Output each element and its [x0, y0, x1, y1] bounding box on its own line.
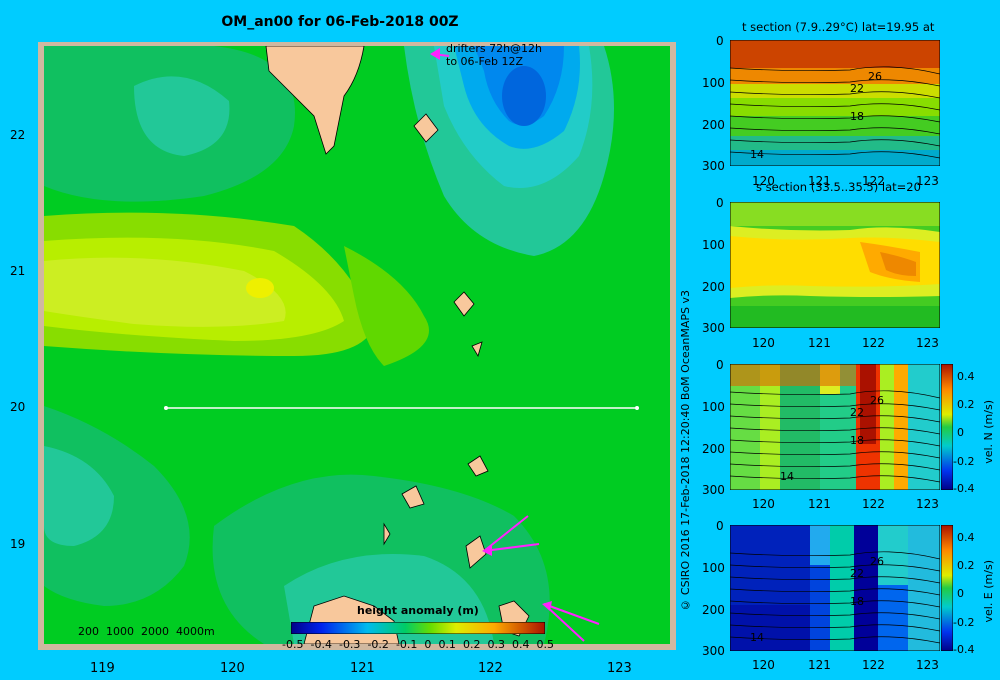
t-ytick: 0 — [716, 34, 724, 48]
ve-cb-tick: 0.2 — [957, 559, 975, 572]
height-tick: 0 — [424, 638, 432, 651]
drifter-note-line2: to 06-Feb 12Z — [446, 55, 524, 68]
ve-xtick: 122 — [862, 658, 885, 672]
vel-e-section-plot: 26 22 18 14 — [730, 525, 940, 651]
height-tick: -0.4 — [310, 638, 332, 651]
t-ytick: 300 — [702, 159, 725, 173]
t-xtick: 123 — [916, 174, 939, 188]
ve-ytick: 0 — [716, 519, 724, 533]
ve-cb-label: vel. E (m/s) — [982, 560, 995, 623]
s-xtick: 121 — [808, 336, 831, 350]
depth-scale-bar: 200 1000 2000 4000m — [78, 625, 215, 638]
height-tick: 0.5 — [536, 638, 555, 651]
ve-xtick: 121 — [808, 658, 831, 672]
vn-ytick: 100 — [702, 400, 725, 414]
lon-label-120: 120 — [220, 661, 245, 676]
t-contour-label: 22 — [850, 82, 864, 95]
height-tick: 0.1 — [438, 638, 456, 651]
ve-cb-tick: 0.4 — [957, 531, 975, 544]
t-contour-label: 14 — [750, 148, 764, 161]
map-title: OM_an00 for 06-Feb-2018 00Z — [221, 14, 459, 30]
s-ytick: 100 — [702, 238, 725, 252]
height-anomaly-map — [44, 46, 670, 644]
s-ytick: 0 — [716, 196, 724, 210]
s-xtick: 120 — [752, 336, 775, 350]
credit-text: © CSIRO 2016 17-Feb-2018 12:20:40 BoM Oc… — [679, 290, 692, 612]
height-legend-title: height anomaly (m) — [357, 604, 479, 617]
height-tick: -0.2 — [367, 638, 389, 651]
vn-xtick: 120 — [752, 497, 775, 511]
lat-label-21: 21 — [10, 264, 26, 278]
drifter-note-line1: drifters 72h@12h — [446, 42, 543, 55]
ve-contour-label: 14 — [750, 631, 764, 644]
height-tick: -0.1 — [395, 638, 418, 651]
vn-contour-label: 14 — [780, 470, 794, 483]
vn-xtick: 121 — [808, 497, 831, 511]
lat-label-20: 20 — [10, 400, 26, 414]
lon-label-119: 119 — [90, 661, 115, 676]
vel-n-colorbar — [941, 364, 953, 490]
ve-contour-label: 22 — [850, 567, 864, 580]
s-ytick: 200 — [702, 280, 725, 294]
ve-cb-tick: 0 — [957, 587, 964, 600]
vel-n-section-plot: 26 22 18 14 — [730, 364, 940, 490]
t-contour-label: 26 — [868, 70, 882, 83]
ve-ytick: 100 — [702, 561, 725, 575]
ve-ytick: 200 — [702, 603, 725, 617]
vn-cb-tick: 0.4 — [957, 370, 975, 383]
height-tick: 0.3 — [487, 638, 505, 651]
vn-cb-tick: -0.2 — [953, 455, 975, 468]
vel-e-colorbar — [941, 525, 953, 651]
vn-cb-label: vel. N (m/s) — [982, 400, 995, 464]
t-xtick: 120 — [752, 174, 775, 188]
t-section-plot: 26 22 18 14 — [730, 40, 940, 166]
t-ytick: 100 — [702, 76, 725, 90]
t-xtick: 122 — [862, 174, 885, 188]
ve-contour-label: 26 — [870, 555, 884, 568]
ve-xtick: 120 — [752, 658, 775, 672]
lon-label-123: 123 — [607, 661, 632, 676]
t-section-title: t section (7.9..29°C) lat=19.95 at — [742, 20, 935, 34]
height-tick: -0.5 — [282, 638, 304, 651]
height-colorbar — [291, 622, 545, 634]
ve-cb-tick: -0.2 — [953, 616, 975, 629]
ve-contour-label: 18 — [850, 595, 864, 608]
vn-ytick: 200 — [702, 442, 725, 456]
t-contour-label: 18 — [850, 110, 864, 123]
t-xtick: 121 — [808, 174, 831, 188]
vn-contour-label: 26 — [870, 394, 884, 407]
s-section-title: s section (33.5..35.5) lat=20 — [756, 180, 921, 194]
vn-xtick: 122 — [862, 497, 885, 511]
lon-label-121: 121 — [350, 661, 375, 676]
s-xtick: 122 — [862, 336, 885, 350]
vn-cb-tick: -0.4 — [953, 482, 975, 495]
ve-ytick: 300 — [702, 644, 725, 658]
vn-ytick: 300 — [702, 483, 725, 497]
vn-ytick: 0 — [716, 358, 724, 372]
vn-contour-label: 22 — [850, 406, 864, 419]
t-ytick: 200 — [702, 118, 725, 132]
height-tick: 0.2 — [462, 638, 481, 651]
ve-cb-tick: -0.4 — [953, 643, 975, 656]
lat-label-22: 22 — [10, 128, 26, 142]
lon-label-122: 122 — [478, 661, 503, 676]
ve-xtick: 123 — [916, 658, 939, 672]
s-xtick: 123 — [916, 336, 939, 350]
vn-contour-label: 18 — [850, 434, 864, 447]
drifter-note: drifters 72h@12h to 06-Feb 12Z — [446, 42, 542, 68]
vn-cb-tick: 0 — [957, 426, 964, 439]
lat-label-19: 19 — [10, 537, 26, 551]
vn-cb-tick: 0.2 — [957, 398, 975, 411]
height-tick: 0.4 — [511, 638, 530, 651]
height-tick: -0.3 — [338, 638, 361, 651]
vn-xtick: 123 — [916, 497, 939, 511]
s-section-plot — [730, 202, 940, 328]
height-colorbar-ticks: -0.5 -0.4 -0.3 -0.2 -0.1 0 0.1 0.2 0.3 0… — [282, 638, 554, 651]
s-ytick: 300 — [702, 321, 725, 335]
